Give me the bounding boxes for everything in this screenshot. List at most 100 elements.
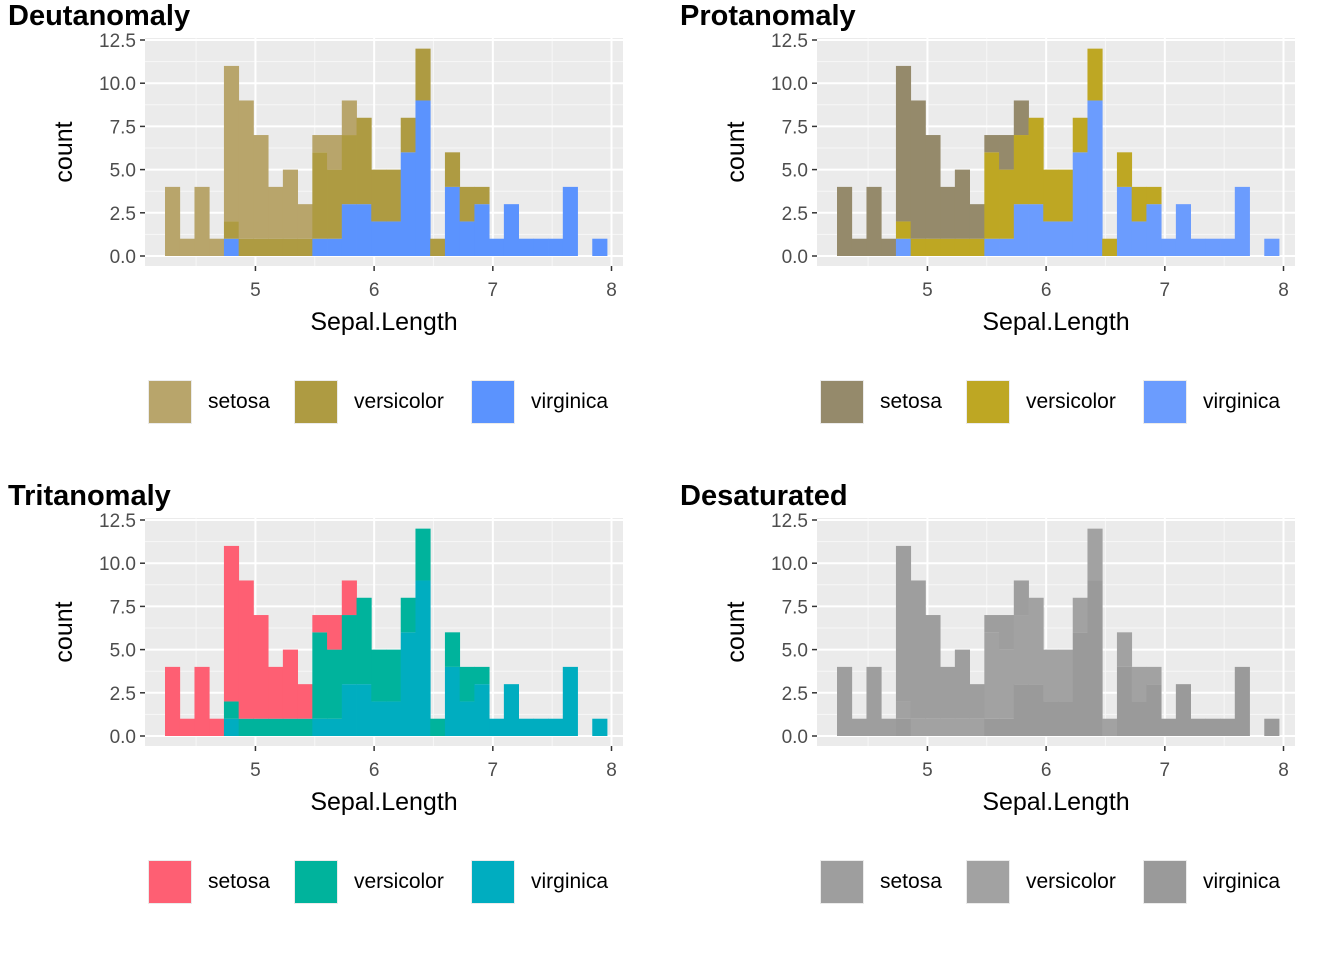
histogram-bar bbox=[444, 632, 461, 667]
histogram-bar bbox=[223, 701, 240, 719]
histogram-bar bbox=[925, 718, 941, 736]
histogram-bar bbox=[837, 666, 853, 736]
histogram-bar bbox=[954, 169, 970, 239]
y-axis-title: count bbox=[722, 601, 750, 662]
histogram-bar bbox=[1116, 186, 1133, 256]
histogram-bar bbox=[312, 718, 328, 736]
histogram-bar bbox=[1131, 701, 1147, 736]
histogram-bar bbox=[327, 169, 343, 239]
histogram-bar bbox=[268, 238, 284, 256]
x-tick-label: 5 bbox=[922, 280, 933, 301]
legend-key-setosa bbox=[148, 380, 192, 424]
x-tick-label: 5 bbox=[922, 760, 933, 781]
histogram-bar bbox=[223, 65, 240, 222]
histogram-bar bbox=[165, 186, 181, 256]
histogram-bar bbox=[297, 204, 313, 239]
histogram-bar bbox=[895, 238, 912, 256]
y-tick-label: 7.5 bbox=[782, 597, 808, 618]
histogram-bar bbox=[356, 117, 372, 205]
histogram-bar bbox=[881, 718, 897, 736]
histogram-bar bbox=[371, 169, 387, 222]
legend-label-virginica: virginica bbox=[1203, 390, 1281, 413]
legend: setosa versicolor virginica bbox=[145, 378, 625, 426]
protanomaly-panel: 0.0 2.5 5.0 7.5 10.0 12.5 5 6 7 8 Sepal.Length coun… bbox=[672, 0, 1344, 480]
histogram-bar bbox=[415, 528, 431, 581]
histogram-bar bbox=[1146, 666, 1162, 685]
histogram-bar bbox=[444, 666, 461, 736]
histogram-bar bbox=[327, 615, 343, 650]
histogram-bar bbox=[1220, 238, 1236, 256]
histogram-bar bbox=[1013, 100, 1029, 136]
y-tick-label: 12.5 bbox=[99, 31, 136, 52]
chart-title: Tritanomaly bbox=[8, 480, 171, 512]
histogram-bar bbox=[268, 718, 284, 736]
histogram-bar bbox=[341, 684, 357, 736]
histogram-bar bbox=[910, 718, 926, 736]
histogram-bar bbox=[984, 718, 1000, 736]
histogram-bar bbox=[253, 718, 269, 736]
y-axis-title: count bbox=[50, 121, 78, 182]
histogram-bar bbox=[895, 701, 912, 719]
histogram-bar bbox=[851, 718, 867, 736]
legend-key-setosa bbox=[820, 380, 864, 424]
histogram-bar bbox=[371, 649, 387, 702]
histogram-bar bbox=[459, 221, 475, 256]
y-tick-label: 5.0 bbox=[110, 641, 136, 662]
histogram-bar bbox=[1205, 718, 1221, 736]
histogram-bar bbox=[1146, 186, 1162, 205]
histogram-bar bbox=[999, 615, 1015, 650]
histogram-bar bbox=[1043, 169, 1059, 222]
histogram-bar bbox=[1058, 221, 1074, 256]
histogram-bar bbox=[312, 238, 328, 256]
histogram-bar bbox=[356, 684, 372, 736]
legend: setosa versicolor virginica bbox=[145, 858, 625, 906]
histogram-bar bbox=[533, 238, 549, 256]
legend-key-versicolor bbox=[966, 860, 1010, 904]
histogram-bar bbox=[282, 718, 298, 736]
legend: setosa versicolor virginica bbox=[817, 378, 1297, 426]
desaturated-panel: 0.0 2.5 5.0 7.5 10.0 12.5 5 6 7 8 Sepal.Length coun… bbox=[672, 480, 1344, 960]
histogram-bar bbox=[194, 666, 210, 736]
chart-title: Deutanomaly bbox=[8, 0, 191, 32]
histogram-plot: 0.0 2.5 5.0 7.5 10.0 12.5 5 6 7 8 Sepal.Length coun… bbox=[50, 511, 623, 816]
histogram-bar bbox=[969, 204, 985, 239]
histogram-bar bbox=[194, 186, 210, 256]
histogram-bar bbox=[969, 718, 985, 736]
histogram-bar bbox=[238, 100, 254, 239]
histogram-bar bbox=[341, 580, 357, 616]
legend-label-virginica: virginica bbox=[531, 390, 609, 413]
histogram-bar bbox=[1072, 152, 1088, 256]
histogram-bar bbox=[223, 718, 240, 736]
histogram-bar bbox=[999, 649, 1015, 719]
histogram-bar bbox=[1058, 169, 1074, 222]
histogram-bar bbox=[223, 238, 240, 256]
histogram-bar bbox=[1028, 117, 1044, 205]
histogram-bar bbox=[327, 649, 343, 719]
histogram-bar bbox=[969, 238, 985, 256]
legend-key-virginica bbox=[1143, 380, 1187, 424]
histogram-bar bbox=[895, 545, 912, 702]
histogram-bar bbox=[1131, 221, 1147, 256]
legend-key-virginica bbox=[1143, 860, 1187, 904]
y-tick-label: 5.0 bbox=[782, 161, 808, 182]
x-tick-label: 5 bbox=[250, 760, 261, 781]
histogram-bar bbox=[984, 632, 1000, 719]
y-tick-label: 2.5 bbox=[782, 684, 808, 705]
histogram-bar bbox=[297, 684, 313, 719]
histogram-bar bbox=[386, 701, 402, 736]
histogram-bar bbox=[851, 238, 867, 256]
histogram-bar bbox=[1234, 666, 1250, 736]
legend-label-virginica: virginica bbox=[1203, 870, 1281, 893]
histogram-bar bbox=[238, 580, 254, 719]
y-tick-label: 2.5 bbox=[110, 684, 136, 705]
histogram-bar bbox=[489, 718, 505, 736]
histogram-bar bbox=[1220, 718, 1236, 736]
histogram-bar bbox=[1013, 135, 1029, 205]
y-tick-label: 7.5 bbox=[782, 117, 808, 138]
histogram-bar bbox=[312, 152, 328, 239]
histogram-bar bbox=[1087, 580, 1103, 736]
histogram-bar bbox=[489, 238, 505, 256]
histogram-bar bbox=[895, 718, 912, 736]
legend-label-virginica: virginica bbox=[531, 870, 609, 893]
histogram-bar bbox=[910, 580, 926, 719]
